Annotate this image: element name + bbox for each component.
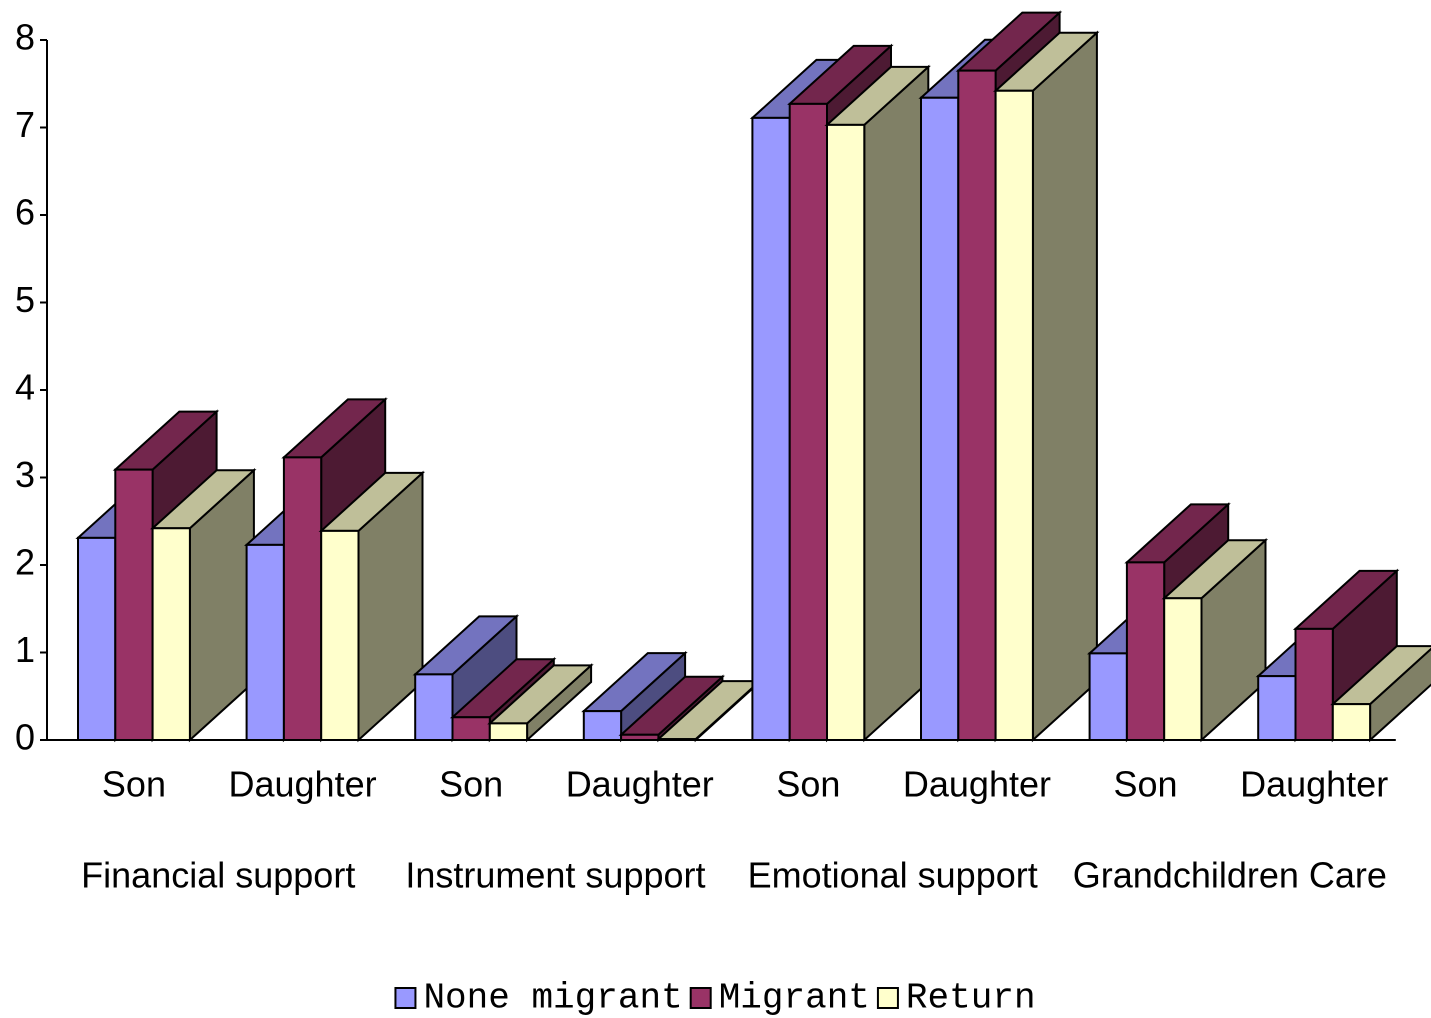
legend-swatch [394, 987, 417, 1009]
y-tick-label: 0 [15, 717, 35, 758]
y-tick-label: 4 [15, 367, 35, 408]
bar-front [1294, 627, 1334, 741]
y-tick-label: 7 [15, 104, 35, 145]
bar-front [1125, 561, 1166, 741]
y-tick-label: 1 [15, 629, 35, 670]
y-tick-label: 6 [15, 192, 35, 233]
bar-front [114, 468, 154, 741]
y-tick-label: 2 [15, 542, 35, 583]
bar-front [1088, 652, 1128, 741]
bar-front [826, 123, 866, 741]
bar-front [1257, 675, 1297, 741]
bar [487, 663, 594, 743]
bar-front [1163, 597, 1203, 741]
y-tick-label: 8 [15, 17, 35, 58]
bar-front [414, 673, 454, 741]
group-label: Emotional support [748, 855, 1038, 896]
bar-front [488, 722, 529, 741]
bar-front [151, 527, 191, 741]
legend-swatch [876, 987, 899, 1009]
bar-front [657, 738, 697, 741]
bar [824, 64, 931, 743]
legend-label: Migrant [719, 978, 870, 1018]
bar-front [994, 89, 1034, 741]
legend-label: None migrant [423, 978, 682, 1018]
x-tick-label: Daughter [1240, 764, 1388, 805]
bar-front [920, 96, 960, 741]
group-label: Instrument support [405, 855, 705, 896]
x-tick-label: Daughter [228, 764, 376, 805]
x-tick-label: Daughter [566, 764, 714, 805]
bar [1161, 537, 1269, 743]
x-tick-label: Son [439, 764, 503, 805]
bar-front [451, 716, 491, 741]
bar-front [788, 102, 829, 741]
y-tick-label: 3 [15, 454, 35, 495]
bar-front [582, 710, 623, 741]
bar-side [863, 64, 930, 743]
legend-label: Return [906, 978, 1036, 1018]
bar-front [957, 69, 997, 741]
y-tick-label: 5 [15, 279, 35, 320]
bar-front [1331, 703, 1372, 741]
bar [993, 30, 1100, 743]
bar-side [1031, 30, 1098, 743]
x-tick-label: Daughter [903, 764, 1051, 805]
bar-front [282, 456, 323, 741]
group-label: Grandchildren Care [1073, 855, 1387, 896]
group-label: Financial support [81, 855, 355, 896]
bar [150, 467, 257, 743]
bar-front [77, 536, 117, 741]
legend-swatch [689, 987, 712, 1009]
bar-front [620, 733, 660, 741]
bar [1330, 645, 1431, 743]
x-tick-label: Son [1114, 764, 1178, 805]
x-tick-label: Son [102, 764, 166, 805]
bar-front [320, 529, 360, 741]
x-tick-label: Son [776, 764, 840, 805]
bar-front [751, 116, 791, 741]
bar-front [245, 543, 285, 741]
bar [318, 470, 426, 743]
